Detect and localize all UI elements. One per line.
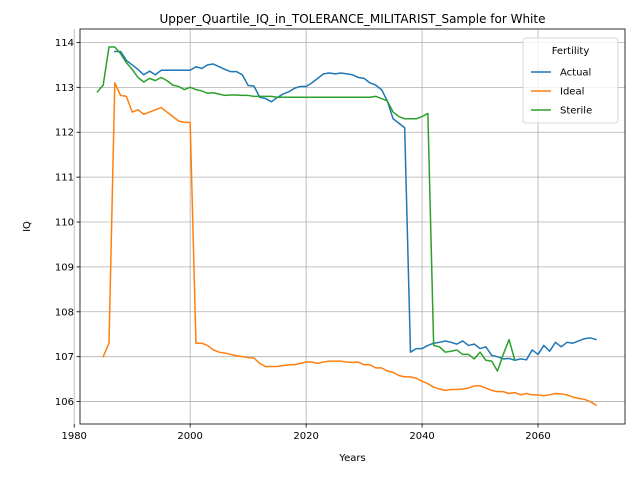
chart-title: Upper_Quartile_IQ_in_TOLERANCE_MILITARIS… bbox=[160, 12, 546, 26]
x-tick-label: 2020 bbox=[293, 431, 318, 442]
legend-label-actual: Actual bbox=[560, 68, 591, 79]
legend-label-ideal: Ideal bbox=[560, 87, 584, 98]
series-group bbox=[96, 46, 598, 407]
axes-ticks: 1980 2000 2020 2040 2060 106 107 108 109 110 111 11… bbox=[55, 38, 551, 442]
x-tick-label: 2060 bbox=[525, 431, 550, 442]
x-tick-label: 2000 bbox=[177, 431, 202, 442]
y-tick-label: 110 bbox=[55, 218, 74, 229]
y-tick-label: 112 bbox=[55, 128, 74, 139]
legend-label-sterile: Sterile bbox=[560, 106, 592, 117]
y-tick-label: 114 bbox=[55, 38, 74, 49]
y-tick-label: 113 bbox=[55, 83, 74, 94]
y-tick-label: 111 bbox=[55, 173, 74, 184]
y-axis-label: IQ bbox=[22, 221, 33, 232]
series-line-actual bbox=[114, 50, 597, 362]
plot-frame bbox=[79, 28, 626, 425]
y-tick-label: 106 bbox=[55, 397, 74, 408]
series-line-sterile bbox=[96, 46, 516, 372]
y-tick-label: 108 bbox=[55, 307, 74, 318]
y-tick-label: 107 bbox=[55, 352, 74, 363]
series-line-ideal bbox=[102, 82, 598, 407]
legend-box bbox=[522, 37, 619, 124]
grid bbox=[73, 29, 625, 424]
y-tick-label: 109 bbox=[55, 262, 74, 273]
legend-title: Fertility bbox=[552, 46, 590, 57]
x-axis-label: Years bbox=[338, 453, 365, 464]
x-tick-label: 2040 bbox=[409, 431, 434, 442]
legend: Fertility Actual Ideal Sterile bbox=[522, 37, 619, 124]
x-tick-label: 1980 bbox=[61, 431, 86, 442]
